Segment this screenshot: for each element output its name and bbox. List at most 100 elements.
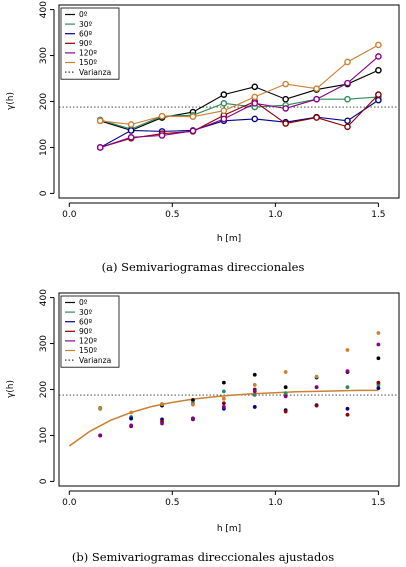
x-tick-label: 0.5 (165, 210, 179, 220)
series-0-group (96, 66, 382, 134)
data-point (283, 391, 288, 396)
axes-layer: 0.0 0.5 1.0 1.5 0 100 200 300 400 (39, 289, 386, 508)
data-point (96, 144, 104, 151)
legend-label: 60º (79, 29, 93, 38)
legend-label: 60º (79, 317, 93, 326)
y-tick-label: 0 (39, 190, 49, 196)
data-point (283, 385, 288, 390)
data-point (375, 41, 382, 49)
y-tick-label: 400 (39, 289, 49, 306)
data-point (376, 356, 381, 361)
x-axis-title: h [m] (217, 234, 241, 244)
data-point (375, 53, 382, 60)
data-point (221, 380, 226, 385)
data-point (251, 83, 259, 91)
data-point (191, 398, 195, 402)
series-90-group (96, 91, 382, 151)
data-point (376, 386, 381, 391)
y-axis-title: γ(h) (6, 380, 16, 398)
series-150-group (98, 331, 381, 415)
figure-caption: (b) Semivariogramas direccionales ajusta… (72, 550, 334, 564)
data-point (282, 120, 289, 127)
legend-label: 90º (79, 327, 93, 336)
y-axis-title: γ(h) (6, 92, 16, 110)
series-line (100, 44, 379, 126)
series-0-group (98, 356, 381, 421)
data-point (375, 96, 382, 104)
data-point (251, 115, 259, 123)
data-point (376, 380, 381, 385)
legend-label: 120º (79, 337, 97, 346)
data-point (160, 402, 164, 407)
series-line (100, 69, 379, 132)
x-tick-label: 1.0 (268, 210, 283, 220)
data-point (127, 121, 135, 128)
data-point (376, 342, 381, 347)
y-tick-label: 300 (39, 47, 49, 64)
data-point (314, 374, 319, 379)
y-tick-label: 200 (39, 93, 49, 110)
x-tick-label: 1.5 (371, 498, 385, 508)
y-tick-label: 200 (39, 381, 49, 398)
data-point (189, 127, 197, 135)
panel-directional-semivariograms: 0.0 0.5 1.0 1.5 0 100 200 300 400 0º 30º 60º 90º 120… (0, 0, 406, 283)
data-point (344, 123, 351, 131)
y-tick-label: 100 (39, 427, 49, 444)
legend-label: 120º (79, 49, 97, 58)
data-point (127, 134, 135, 141)
series-layer (96, 41, 382, 151)
data-point (314, 385, 319, 390)
data-point (375, 91, 382, 98)
panel-fitted-semivariograms: 0.0 0.5 1.0 1.5 0 100 200 300 400 0º 30º 60º 90º 120… (0, 284, 406, 567)
legend-label: 150º (79, 58, 97, 67)
data-point (313, 114, 320, 121)
data-point (344, 79, 351, 87)
data-point (345, 406, 350, 411)
data-point (221, 396, 226, 401)
series-120-group (96, 53, 382, 151)
plot-frame (58, 292, 400, 487)
data-point (283, 409, 288, 414)
data-point (376, 331, 381, 335)
data-point (221, 405, 226, 409)
data-point (158, 112, 166, 120)
series-150-group (96, 41, 382, 128)
data-point (252, 389, 257, 394)
data-point (314, 403, 319, 408)
chart-fitted-semivariograms: 0.0 0.5 1.0 1.5 0 100 200 300 400 0º30º60º90º120… (6, 289, 400, 564)
chart-directional-semivariograms: 0.0 0.5 1.0 1.5 0 100 200 300 400 0º30º60º90º120… (6, 1, 400, 274)
data-point (282, 80, 289, 88)
data-point (158, 132, 166, 139)
data-point (252, 383, 257, 387)
data-point (221, 401, 226, 406)
data-point (252, 405, 257, 409)
x-axis-title: h [m] (217, 524, 241, 534)
fitted-layer (68, 389, 379, 447)
data-point (313, 95, 320, 103)
data-point (220, 91, 228, 98)
y-tick-label: 0 (39, 478, 49, 484)
data-point (282, 95, 289, 103)
series-120-group (98, 342, 381, 438)
y-tick-label: 300 (39, 335, 49, 352)
data-point (345, 412, 350, 417)
legend-label: 30º (79, 20, 93, 29)
series-layer (98, 331, 381, 438)
data-point (282, 105, 289, 112)
data-point (251, 93, 259, 101)
data-point (129, 410, 134, 415)
series-line (100, 96, 379, 130)
data-point (189, 113, 197, 120)
x-tick-label: 1.0 (268, 498, 283, 508)
data-point (127, 127, 135, 134)
fitted-model-curve (68, 389, 379, 447)
data-point (129, 423, 134, 428)
series-30-group (98, 383, 381, 419)
data-point (344, 117, 351, 125)
data-point (220, 100, 228, 107)
data-point (345, 385, 350, 390)
data-point (251, 100, 259, 107)
axes-layer: 0.0 0.5 1.0 1.5 0 100 200 300 400 (39, 1, 386, 220)
